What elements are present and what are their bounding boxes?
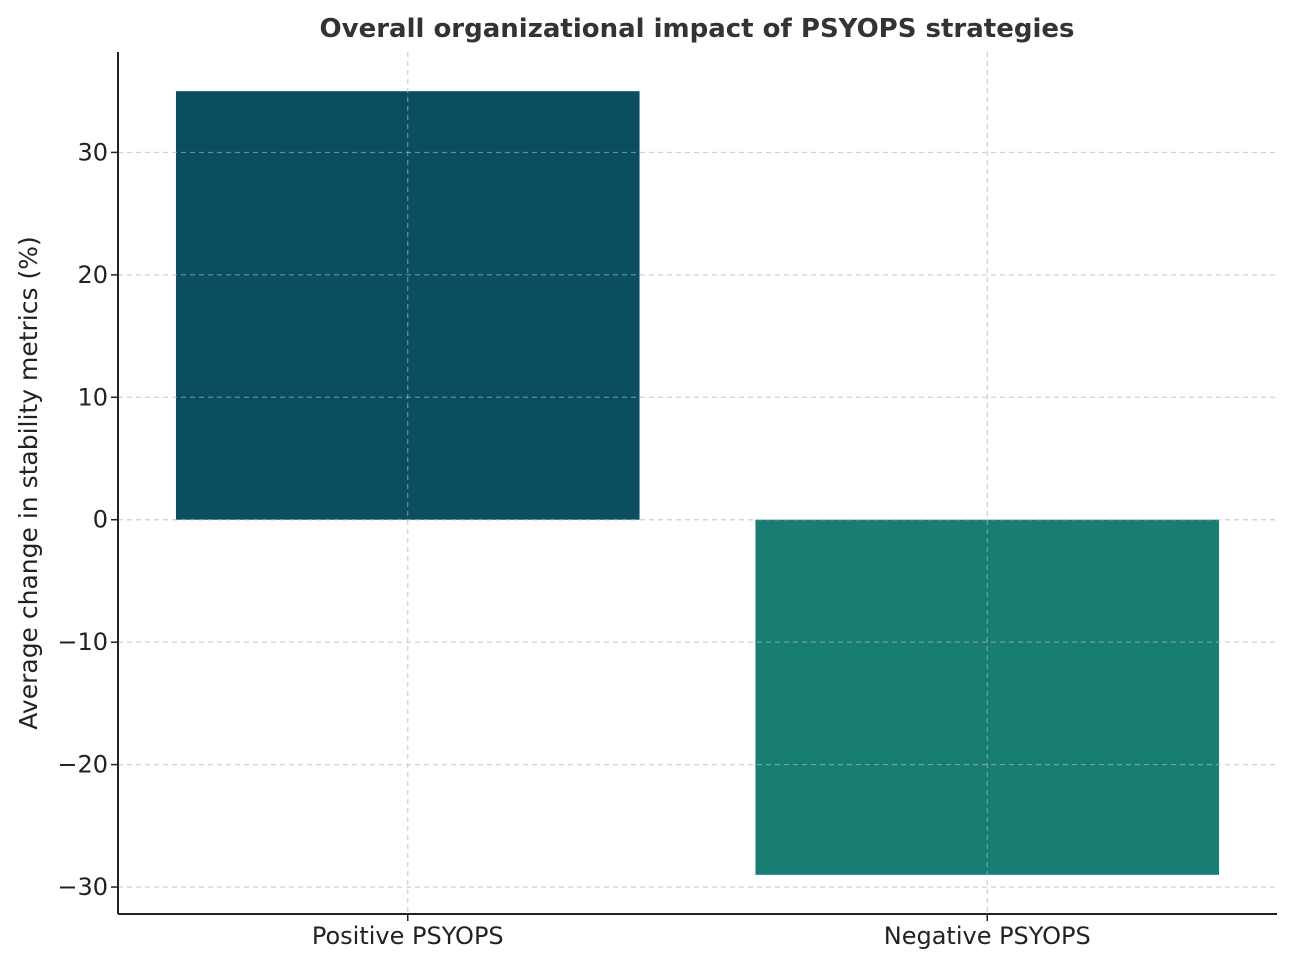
y-tick-label: 30 bbox=[77, 138, 108, 166]
ticks: −30 −20 −10 0 10 20 30 Positive PSYOPS Negative … bbox=[57, 138, 1090, 950]
y-tick-label: −20 bbox=[57, 751, 108, 779]
y-axis-label: Average change in stability metrics (%) bbox=[14, 236, 43, 729]
axes bbox=[117, 52, 1277, 915]
x-tick-label: Positive PSYOPS bbox=[312, 922, 504, 950]
y-tick-label: 0 bbox=[93, 506, 108, 534]
bars bbox=[118, 52, 1277, 914]
y-tick-label: −30 bbox=[57, 873, 108, 901]
y-tick-label: 20 bbox=[77, 261, 108, 289]
y-tick-label: −10 bbox=[57, 628, 108, 656]
y-tick-label: 10 bbox=[77, 383, 108, 411]
x-tick-label: Negative PSYOPS bbox=[884, 922, 1091, 950]
chart-title: Overall organizational impact of PSYOPS … bbox=[320, 14, 1075, 44]
